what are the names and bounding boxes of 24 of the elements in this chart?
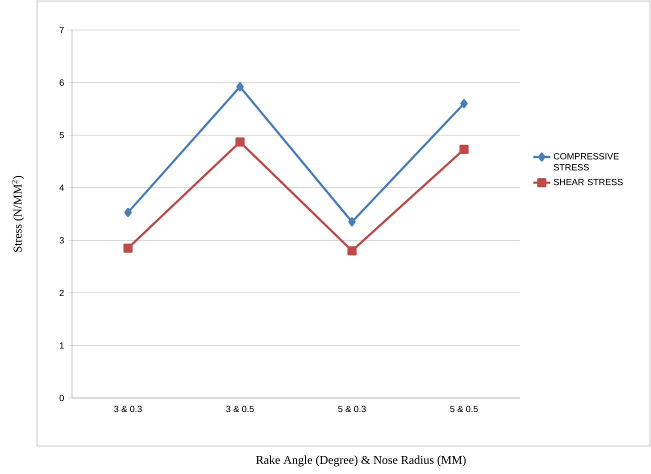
x-tick-label: 3 & 0.5 [226, 406, 254, 412]
point [347, 246, 357, 256]
y-tick-label: 7 [60, 26, 64, 34]
point [348, 217, 356, 226]
point [123, 244, 133, 253]
x-axis-title: Rake Angle (Degree) & Nose Radius (MM) [256, 456, 466, 466]
y-tick-label: 4 [59, 184, 64, 191]
y-tick-label: 3 [60, 237, 64, 244]
x-tick-label: 5 & 0.5 [450, 406, 478, 412]
x-tick-label: 3 & 0.3 [114, 406, 142, 412]
legend-label: SHEAR STRESS [554, 178, 623, 186]
legend-label: COMPRESSIVE STRESS [554, 153, 619, 170]
point [236, 82, 244, 92]
x-tick-label: 5 & 0.3 [338, 406, 366, 412]
y-tick-label: 0 [60, 394, 64, 402]
y-tick-label: 6 [60, 79, 64, 86]
point [235, 137, 245, 147]
point [460, 99, 468, 108]
point [459, 144, 469, 154]
y-tick-label: 5 [60, 132, 64, 138]
y-tick-label: 2 [60, 290, 64, 296]
y-axis-title: Stress (N/MM$^{2}$) [12, 176, 24, 252]
point [124, 208, 132, 218]
y-tick-label: 1 [60, 342, 64, 349]
